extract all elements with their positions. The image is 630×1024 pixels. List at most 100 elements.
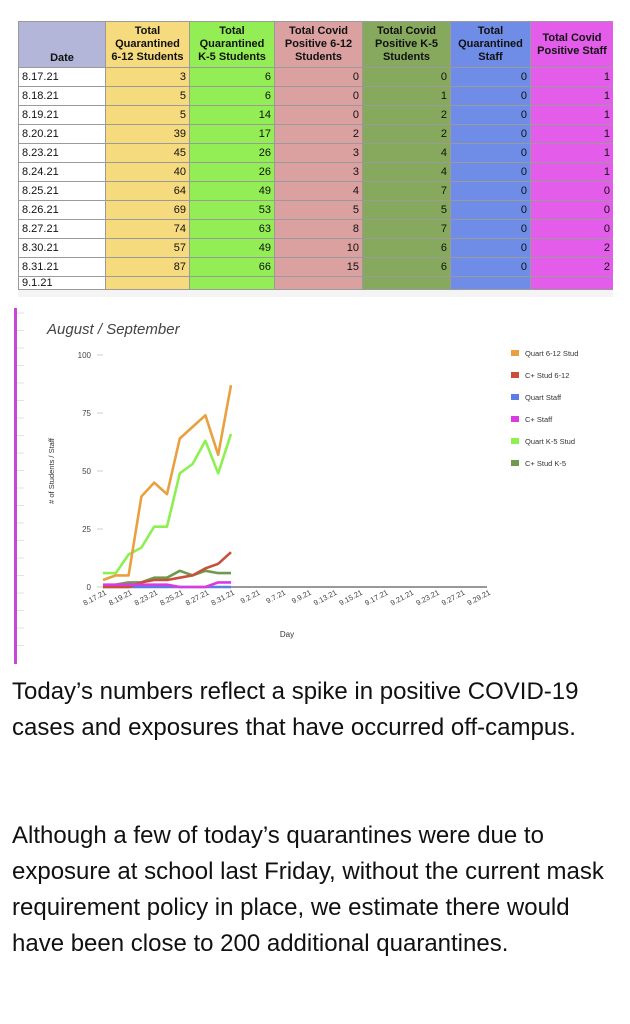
header-positive-staff: Total Covid Positive Staff xyxy=(530,21,613,68)
cell-quarantined-6-12: 87 xyxy=(105,257,190,277)
x-tick-label: 8.17.21 xyxy=(82,588,108,608)
series-line-3 xyxy=(103,581,231,589)
table-row: 9.1.21 xyxy=(18,276,613,290)
cell-positive-k-5: 6 xyxy=(362,257,451,277)
cell-date: 8.30.21 xyxy=(18,238,106,258)
table-row: 8.25.21 64 49 4 7 0 0 xyxy=(18,181,613,201)
table-row: 8.19.21 5 14 0 2 0 1 xyxy=(18,105,613,125)
cell-positive-staff: 1 xyxy=(530,67,613,87)
chart-panel: August / September 0 25 50 75 100 # of Student… xyxy=(14,308,630,664)
cell-positive-k-5: 6 xyxy=(362,238,451,258)
cell-positive-staff xyxy=(530,276,613,290)
cell-quarantined-6-12: 3 xyxy=(105,67,190,87)
cell-quarantined-6-12: 40 xyxy=(105,162,190,182)
cell-quarantined-k-5: 17 xyxy=(189,124,275,144)
cell-quarantined-staff: 0 xyxy=(450,257,531,277)
covid-data-table: Date Total Quarantined 6-12 Students Tot… xyxy=(18,21,613,290)
cell-quarantined-6-12: 5 xyxy=(105,86,190,106)
x-tick-label: 8.25.21 xyxy=(158,588,184,608)
cell-quarantined-staff: 0 xyxy=(450,200,531,220)
cell-positive-6-12: 0 xyxy=(274,86,363,106)
cell-quarantined-6-12: 74 xyxy=(105,219,190,239)
y-tick-label: 50 xyxy=(82,467,91,476)
x-tick-label: 9.29.21 xyxy=(466,588,492,608)
cell-quarantined-staff: 0 xyxy=(450,105,531,125)
legend-label: C+ Staff xyxy=(525,415,553,424)
y-tick-label: 0 xyxy=(87,583,92,592)
cell-positive-k-5: 2 xyxy=(362,124,451,144)
cell-positive-6-12: 3 xyxy=(274,143,363,163)
x-tick-label: 8.19.21 xyxy=(107,588,133,608)
cell-quarantined-6-12: 39 xyxy=(105,124,190,144)
legend-swatch xyxy=(511,372,519,378)
cell-date: 8.27.21 xyxy=(18,219,106,239)
cell-date: 8.23.21 xyxy=(18,143,106,163)
cell-positive-6-12: 3 xyxy=(274,162,363,182)
cell-positive-6-12: 4 xyxy=(274,181,363,201)
cell-quarantined-staff: 0 xyxy=(450,238,531,258)
cell-quarantined-k-5 xyxy=(189,276,275,290)
cell-date: 8.19.21 xyxy=(18,105,106,125)
cell-quarantined-staff: 0 xyxy=(450,67,531,87)
cell-positive-k-5: 4 xyxy=(362,162,451,182)
cell-positive-staff: 1 xyxy=(530,162,613,182)
cell-positive-staff: 0 xyxy=(530,219,613,239)
cell-positive-k-5: 2 xyxy=(362,105,451,125)
cell-quarantined-6-12: 5 xyxy=(105,105,190,125)
table-row: 8.26.21 69 53 5 5 0 0 xyxy=(18,200,613,220)
cell-quarantined-staff: 0 xyxy=(450,124,531,144)
series-line-5 xyxy=(102,569,231,589)
cell-quarantined-k-5: 53 xyxy=(189,200,275,220)
header-quarantined-6-12: Total Quarantined 6-12 Students xyxy=(105,21,190,68)
cell-quarantined-staff: 0 xyxy=(450,143,531,163)
legend-label: C+ Stud 6-12 xyxy=(525,371,569,380)
x-tick-label: 9.15.21 xyxy=(338,588,364,608)
legend-label: C+ Stud K-5 xyxy=(525,459,566,468)
legend-swatch xyxy=(511,416,519,422)
table-header-row: Date Total Quarantined 6-12 Students Tot… xyxy=(18,21,613,68)
cell-positive-k-5: 7 xyxy=(362,181,451,201)
cell-quarantined-staff: 0 xyxy=(450,219,531,239)
cell-positive-k-5: 0 xyxy=(362,67,451,87)
header-positive-k-5: Total Covid Positive K-5 Students xyxy=(362,21,451,68)
table-row: 8.17.21 3 6 0 0 0 1 xyxy=(18,67,613,87)
cell-quarantined-6-12 xyxy=(105,276,190,290)
cell-quarantined-6-12: 64 xyxy=(105,181,190,201)
table-row: 8.23.21 45 26 3 4 0 1 xyxy=(18,143,613,163)
cell-date: 8.20.21 xyxy=(18,124,106,144)
paragraph-mask-policy: Although a few of today’s quarantines we… xyxy=(12,822,604,957)
x-tick-label: 9.2.21 xyxy=(239,588,262,606)
header-quarantined-k-5: Total Quarantined K-5 Students xyxy=(189,21,275,68)
x-tick-label: 9.23.21 xyxy=(414,588,440,608)
cell-quarantined-6-12: 45 xyxy=(105,143,190,163)
legend-swatch xyxy=(511,350,519,356)
cell-quarantined-staff: 0 xyxy=(450,86,531,106)
cell-date: 8.17.21 xyxy=(18,67,106,87)
cell-positive-6-12: 10 xyxy=(274,238,363,258)
cell-quarantined-k-5: 66 xyxy=(189,257,275,277)
cell-positive-staff: 1 xyxy=(530,143,613,163)
cell-positive-k-5: 5 xyxy=(362,200,451,220)
cell-positive-staff: 1 xyxy=(530,105,613,125)
cell-quarantined-staff: 0 xyxy=(450,162,531,182)
legend-label: Quart K-5 Stud xyxy=(525,437,575,446)
cell-positive-k-5: 1 xyxy=(362,86,451,106)
table-row: 8.30.21 57 49 10 6 0 2 xyxy=(18,238,613,258)
x-tick-label: 9.21.21 xyxy=(389,588,415,608)
cell-positive-6-12 xyxy=(274,276,363,290)
x-tick-label: 9.7.21 xyxy=(264,588,287,606)
cell-quarantined-6-12: 57 xyxy=(105,238,190,258)
cell-quarantined-staff xyxy=(450,276,531,290)
cell-date: 8.31.21 xyxy=(18,257,106,277)
cell-positive-6-12: 0 xyxy=(274,105,363,125)
series-line-1 xyxy=(103,551,232,589)
cell-positive-staff: 2 xyxy=(530,238,613,258)
header-quarantined-staff: Total Quarantined Staff xyxy=(450,21,531,68)
cell-positive-staff: 0 xyxy=(530,181,613,201)
series-line-4 xyxy=(103,433,233,575)
cell-date: 8.26.21 xyxy=(18,200,106,220)
cell-date: 9.1.21 xyxy=(18,276,106,290)
cell-positive-staff: 1 xyxy=(530,124,613,144)
header-positive-6-12: Total Covid Positive 6-12 Students xyxy=(274,21,363,68)
cell-positive-k-5: 7 xyxy=(362,219,451,239)
